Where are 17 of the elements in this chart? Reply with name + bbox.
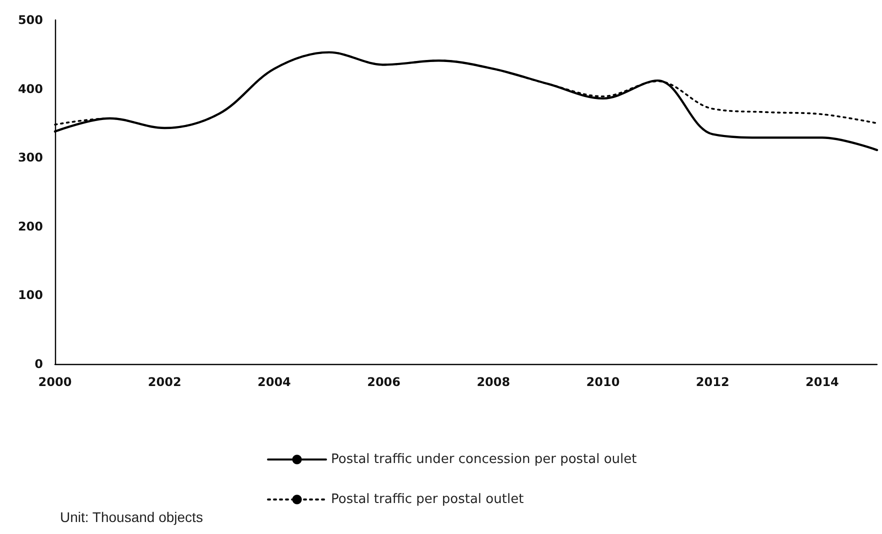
x-tick-label: 2004 — [257, 375, 291, 389]
y-tick-label: 200 — [18, 219, 43, 234]
x-tick-label: 2008 — [476, 375, 510, 389]
x-tick-label: 2002 — [148, 375, 182, 389]
x-tick-label: 2000 — [38, 375, 72, 389]
x-tick-label: 2014 — [805, 375, 839, 389]
x-tick-label: 2006 — [367, 375, 401, 389]
y-tick-label: 300 — [18, 150, 43, 165]
x-tick-label: 2010 — [586, 375, 620, 389]
y-tick-label: 400 — [18, 82, 43, 96]
y-tick-label: 500 — [18, 13, 43, 27]
legend-label: Postal traffic per postal outlet — [331, 492, 524, 507]
y-tick-label: 0 — [34, 357, 43, 371]
legend-label: Postal traffic under concession per postal oulet — [331, 452, 637, 467]
x-tick-label: 2012 — [696, 375, 730, 389]
text: Unit: Thousand objects — [60, 509, 203, 525]
y-tick-label: 100 — [18, 288, 43, 302]
